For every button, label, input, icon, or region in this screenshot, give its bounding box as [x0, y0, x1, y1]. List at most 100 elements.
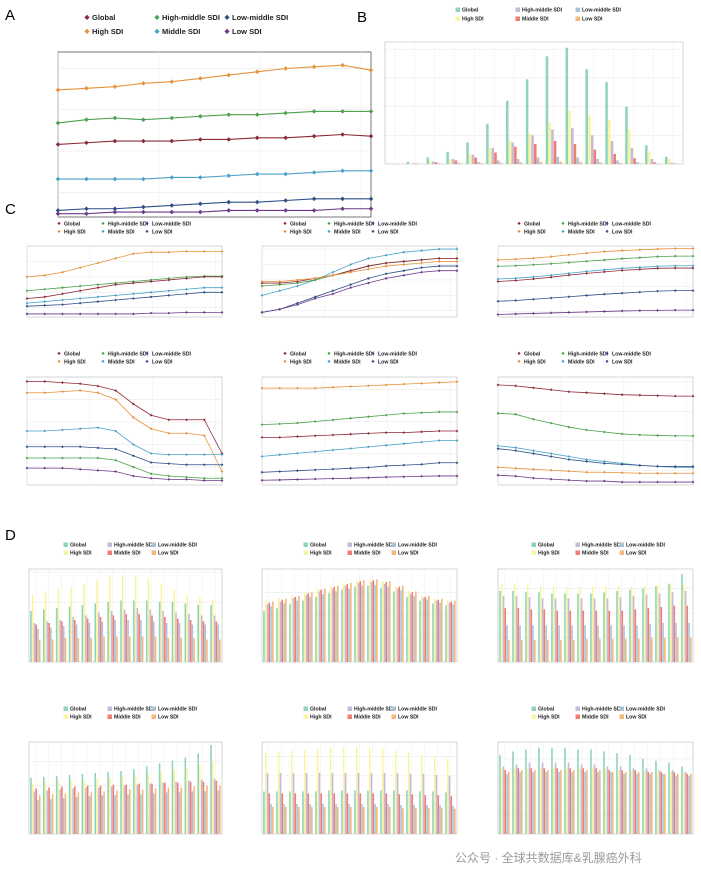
- bar-global: [107, 772, 109, 834]
- bar-high-sdi: [147, 773, 150, 834]
- bar-low-middle-sdi: [675, 775, 677, 834]
- data-point-low-middle-sdi: [366, 466, 370, 469]
- bar-low-sdi: [193, 786, 195, 834]
- bar-low-middle-sdi: [75, 624, 78, 662]
- data-point-high-middle-sdi: [278, 422, 282, 426]
- bar-low-sdi: [415, 807, 417, 834]
- d-sodium-legend-high-middle-sdi-swatch: [575, 706, 580, 711]
- bar-high-middle-sdi: [554, 598, 557, 662]
- data-point-high-sdi: [283, 66, 288, 71]
- bar-high-middle-sdi: [567, 762, 570, 834]
- series-line-low-middle-sdi: [261, 265, 457, 313]
- data-point-high-sdi: [220, 250, 224, 253]
- d-sodium-legend-middle-sdi-swatch: [575, 714, 580, 719]
- bar-global: [577, 593, 579, 662]
- data-point-middle-sdi: [368, 168, 374, 174]
- data-point-global: [25, 297, 29, 300]
- bar-global: [197, 753, 199, 834]
- data-point-low-sdi: [602, 310, 606, 313]
- bar-high-sdi: [173, 770, 176, 834]
- data-point-high-sdi: [602, 470, 606, 474]
- bar-global: [512, 751, 514, 834]
- bar-middle-sdi: [621, 610, 624, 662]
- chart-c-sodium: Global High-middle SDI Low-middle SDI High …: [496, 352, 695, 486]
- bar-low-middle-sdi: [178, 623, 181, 662]
- data-point-low-middle-sdi: [673, 464, 677, 468]
- bar-low-sdi: [311, 806, 313, 834]
- bar-high-middle-sdi: [645, 768, 648, 834]
- bar-low-sdi: [285, 806, 287, 834]
- bar-low-middle-sdi: [496, 160, 500, 164]
- bar-high-sdi: [303, 592, 306, 662]
- bar-high-sdi: [508, 141, 512, 164]
- data-point-global: [384, 431, 388, 434]
- bar-global: [664, 156, 668, 164]
- data-point-global: [567, 390, 571, 394]
- data-point-low-middle-sdi: [78, 445, 82, 449]
- data-point-low-middle-sdi: [149, 461, 153, 464]
- a-legend-global-label: Global: [92, 13, 115, 22]
- data-point-high-middle-sdi: [368, 109, 374, 114]
- bar-low-middle-sdi: [322, 594, 324, 662]
- bar-middle-sdi: [35, 788, 37, 834]
- data-point-low-middle-sdi: [331, 289, 335, 293]
- data-point-global: [283, 135, 288, 141]
- bar-global: [55, 608, 58, 662]
- data-point-high-sdi: [167, 250, 171, 254]
- c-calcuim-legend-high-middle-sdi-marker: [327, 351, 331, 355]
- data-point-middle-sdi: [349, 447, 353, 450]
- data-point-global: [366, 431, 370, 435]
- bar-low-sdi: [363, 806, 365, 834]
- data-point-high-sdi: [260, 280, 264, 283]
- data-point-global: [455, 429, 459, 433]
- bar-low-sdi: [90, 638, 92, 662]
- data-point-global: [420, 258, 423, 262]
- d-nuts-legend-high-middle-sdi-swatch: [347, 542, 352, 547]
- bar-low-middle-sdi: [152, 621, 155, 662]
- data-point-global: [226, 137, 232, 142]
- data-point-middle-sdi: [514, 276, 518, 280]
- data-point-high-middle-sdi: [220, 476, 224, 480]
- bar-middle-sdi: [307, 793, 310, 834]
- bar-global: [419, 600, 421, 662]
- bar-low-sdi: [324, 588, 326, 662]
- bar-high-sdi: [212, 599, 214, 662]
- bar-high-sdi: [617, 770, 620, 834]
- bar-high-sdi: [578, 586, 581, 662]
- bar-global: [445, 605, 447, 662]
- bar-low-sdi: [103, 791, 105, 834]
- data-point-middle-sdi: [455, 247, 459, 251]
- bar-global: [642, 588, 644, 662]
- bar-high-middle-sdi: [650, 158, 653, 164]
- bar-low-middle-sdi: [532, 625, 534, 662]
- bar-low-sdi: [219, 785, 221, 834]
- data-point-low-sdi: [167, 477, 171, 481]
- bar-low-middle-sdi: [114, 795, 116, 834]
- data-point-low-middle-sdi: [602, 292, 606, 296]
- bar-low-middle-sdi: [576, 157, 579, 164]
- c-calcuim-legend-global-label: Global: [290, 352, 307, 358]
- bar-high-sdi: [121, 776, 124, 834]
- c-pufa-legend-low-middle-sdi-label: Low-middle SDI: [612, 222, 651, 228]
- chart-a: Global High-middle SDI Low-middle SDI High …: [55, 13, 374, 218]
- data-point-global: [585, 391, 589, 395]
- d-calcuim-legend-global-label: Global: [310, 707, 327, 713]
- bar-high-middle-sdi: [33, 791, 36, 834]
- bar-high-middle-sdi: [72, 788, 74, 834]
- data-point-low-sdi: [602, 479, 606, 483]
- bar-high-middle-sdi: [318, 772, 321, 834]
- data-point-middle-sdi: [114, 429, 118, 433]
- data-point-high-sdi: [638, 248, 642, 252]
- bar-high-middle-sdi: [422, 597, 425, 662]
- d-calcuim-legend-low-sdi-swatch: [391, 714, 396, 719]
- data-point-low-middle-sdi: [220, 463, 224, 467]
- bar-middle-sdi: [86, 618, 89, 662]
- data-point-middle-sdi: [149, 452, 153, 455]
- series-line-middle-sdi: [58, 170, 371, 180]
- data-point-low-sdi: [620, 309, 624, 313]
- bar-low-middle-sdi: [616, 160, 619, 164]
- c-pufa-legend-low-sdi-label: Low SDI: [612, 230, 633, 236]
- data-point-middle-sdi: [549, 452, 553, 455]
- bar-middle-sdi: [634, 609, 637, 662]
- c-transfat-legend-high-middle-sdi-label: High-middle SDI: [108, 352, 149, 358]
